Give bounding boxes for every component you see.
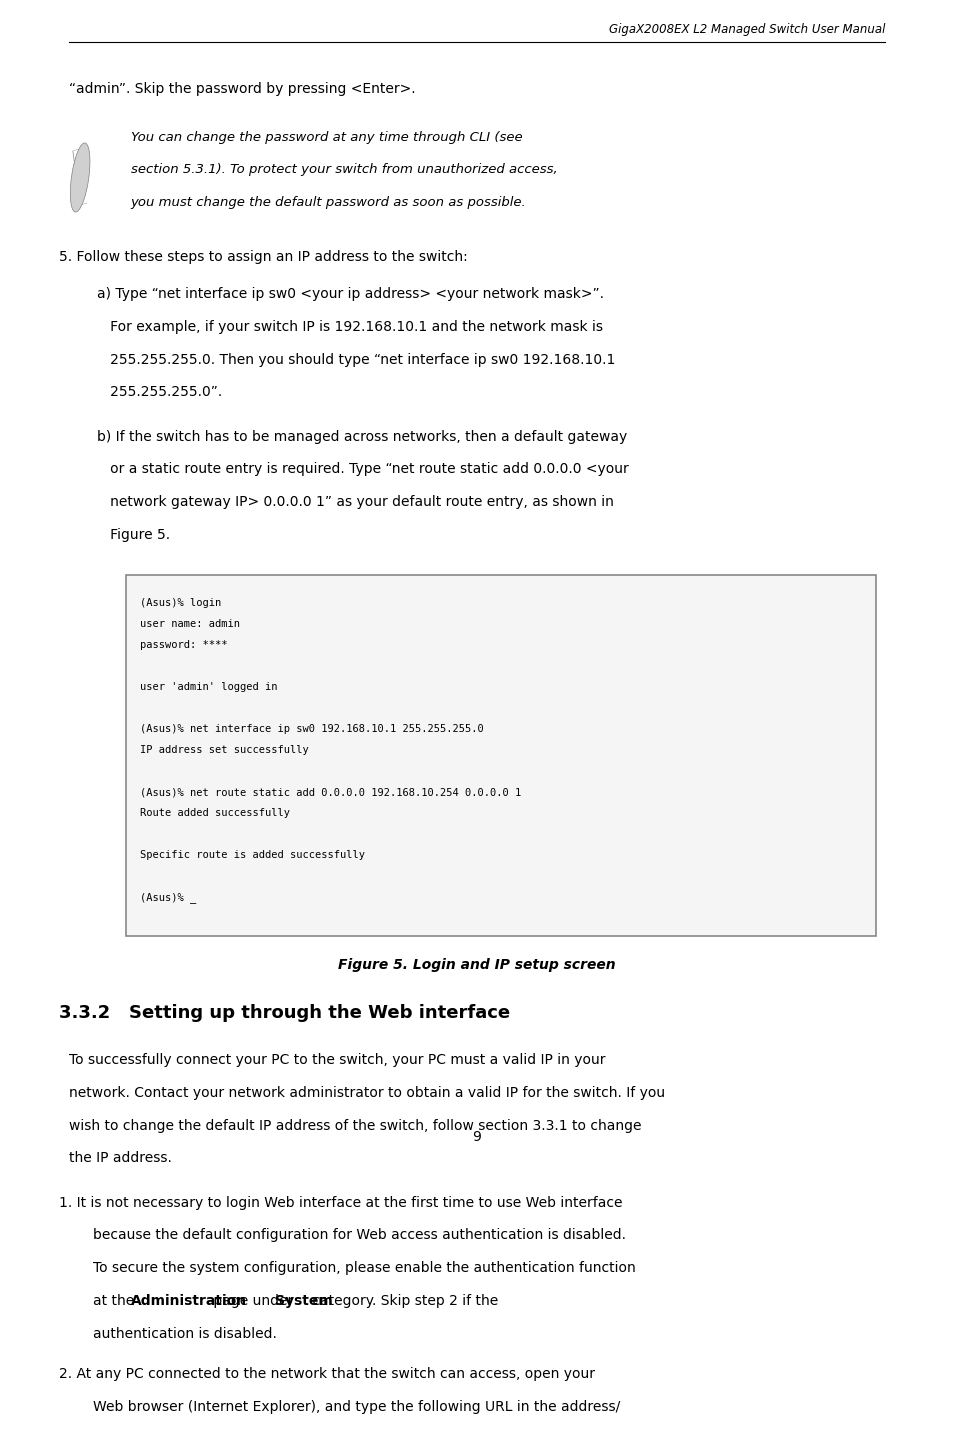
Text: Route added successfully: Route added successfully	[140, 808, 290, 818]
Text: Web browser (Internet Explorer), and type the following URL in the address/: Web browser (Internet Explorer), and typ…	[92, 1400, 619, 1413]
Text: You can change the password at any time through CLI (see: You can change the password at any time …	[131, 130, 522, 143]
Text: network gateway IP> 0.0.0.0 1” as your default route entry, as shown in: network gateway IP> 0.0.0.0 1” as your d…	[97, 495, 614, 510]
Text: network. Contact your network administrator to obtain a valid IP for the switch.: network. Contact your network administra…	[69, 1085, 664, 1100]
Text: (Asus)% _: (Asus)% _	[140, 892, 196, 904]
Text: page under: page under	[209, 1295, 297, 1307]
Text: you must change the default password as soon as possible.: you must change the default password as …	[131, 196, 526, 209]
Text: section 5.3.1). To protect your switch from unauthorized access,: section 5.3.1). To protect your switch f…	[131, 163, 557, 176]
Text: (Asus)% login: (Asus)% login	[140, 599, 221, 607]
Text: 255.255.255.0. Then you should type “net interface ip sw0 192.168.10.1: 255.255.255.0. Then you should type “net…	[97, 352, 615, 367]
Text: or a static route entry is required. Type “net route static add 0.0.0.0 <your: or a static route entry is required. Typ…	[97, 463, 628, 477]
Text: because the default configuration for Web access authentication is disabled.: because the default configuration for We…	[92, 1229, 625, 1243]
Text: For example, if your switch IP is 192.168.10.1 and the network mask is: For example, if your switch IP is 192.16…	[97, 319, 602, 334]
Text: Figure 5.: Figure 5.	[97, 528, 171, 541]
Text: (Asus)% net interface ip sw0 192.168.10.1 255.255.255.0: (Asus)% net interface ip sw0 192.168.10.…	[140, 725, 483, 735]
Text: 1. It is not necessary to login Web interface at the first time to use Web inter: 1. It is not necessary to login Web inte…	[59, 1196, 622, 1210]
Text: 255.255.255.0”.: 255.255.255.0”.	[97, 385, 222, 400]
Text: GigaX2008EX L2 Managed Switch User Manual: GigaX2008EX L2 Managed Switch User Manua…	[608, 23, 884, 36]
Text: 9: 9	[472, 1130, 481, 1144]
Text: at the: at the	[92, 1295, 138, 1307]
Text: IP address set successfully: IP address set successfully	[140, 745, 309, 755]
Text: To successfully connect your PC to the switch, your PC must a valid IP in your: To successfully connect your PC to the s…	[69, 1054, 604, 1067]
Text: 5. Follow these steps to assign an IP address to the switch:: 5. Follow these steps to assign an IP ad…	[59, 251, 467, 263]
Text: Specific route is added successfully: Specific route is added successfully	[140, 851, 365, 861]
Text: (Asus)% net route static add 0.0.0.0 192.168.10.254 0.0.0.0 1: (Asus)% net route static add 0.0.0.0 192…	[140, 788, 521, 798]
Text: Administration: Administration	[132, 1295, 247, 1307]
Text: wish to change the default IP address of the switch, follow section 3.3.1 to cha: wish to change the default IP address of…	[69, 1118, 640, 1133]
Text: “admin”. Skip the password by pressing <Enter>.: “admin”. Skip the password by pressing <…	[69, 82, 415, 96]
FancyBboxPatch shape	[126, 574, 875, 937]
Text: 2. At any PC connected to the network that the switch can access, open your: 2. At any PC connected to the network th…	[59, 1368, 595, 1382]
Text: 3.3.2   Setting up through the Web interface: 3.3.2 Setting up through the Web interfa…	[59, 1004, 510, 1022]
Text: the IP address.: the IP address.	[69, 1151, 172, 1166]
Text: b) If the switch has to be managed across networks, then a default gateway: b) If the switch has to be managed acros…	[97, 430, 627, 444]
Text: To secure the system configuration, please enable the authentication function: To secure the system configuration, plea…	[92, 1262, 635, 1274]
Text: a) Type “net interface ip sw0 <your ip address> <your network mask>”.: a) Type “net interface ip sw0 <your ip a…	[97, 288, 603, 301]
Text: System: System	[274, 1295, 333, 1307]
Text: password: ****: password: ****	[140, 640, 228, 650]
Ellipse shape	[71, 143, 90, 212]
Text: category. Skip step 2 if the: category. Skip step 2 if the	[308, 1295, 498, 1307]
Text: user 'admin' logged in: user 'admin' logged in	[140, 682, 277, 692]
Text: authentication is disabled.: authentication is disabled.	[92, 1326, 276, 1340]
Text: Figure 5. Login and IP setup screen: Figure 5. Login and IP setup screen	[337, 958, 616, 971]
Text: user name: admin: user name: admin	[140, 619, 240, 629]
